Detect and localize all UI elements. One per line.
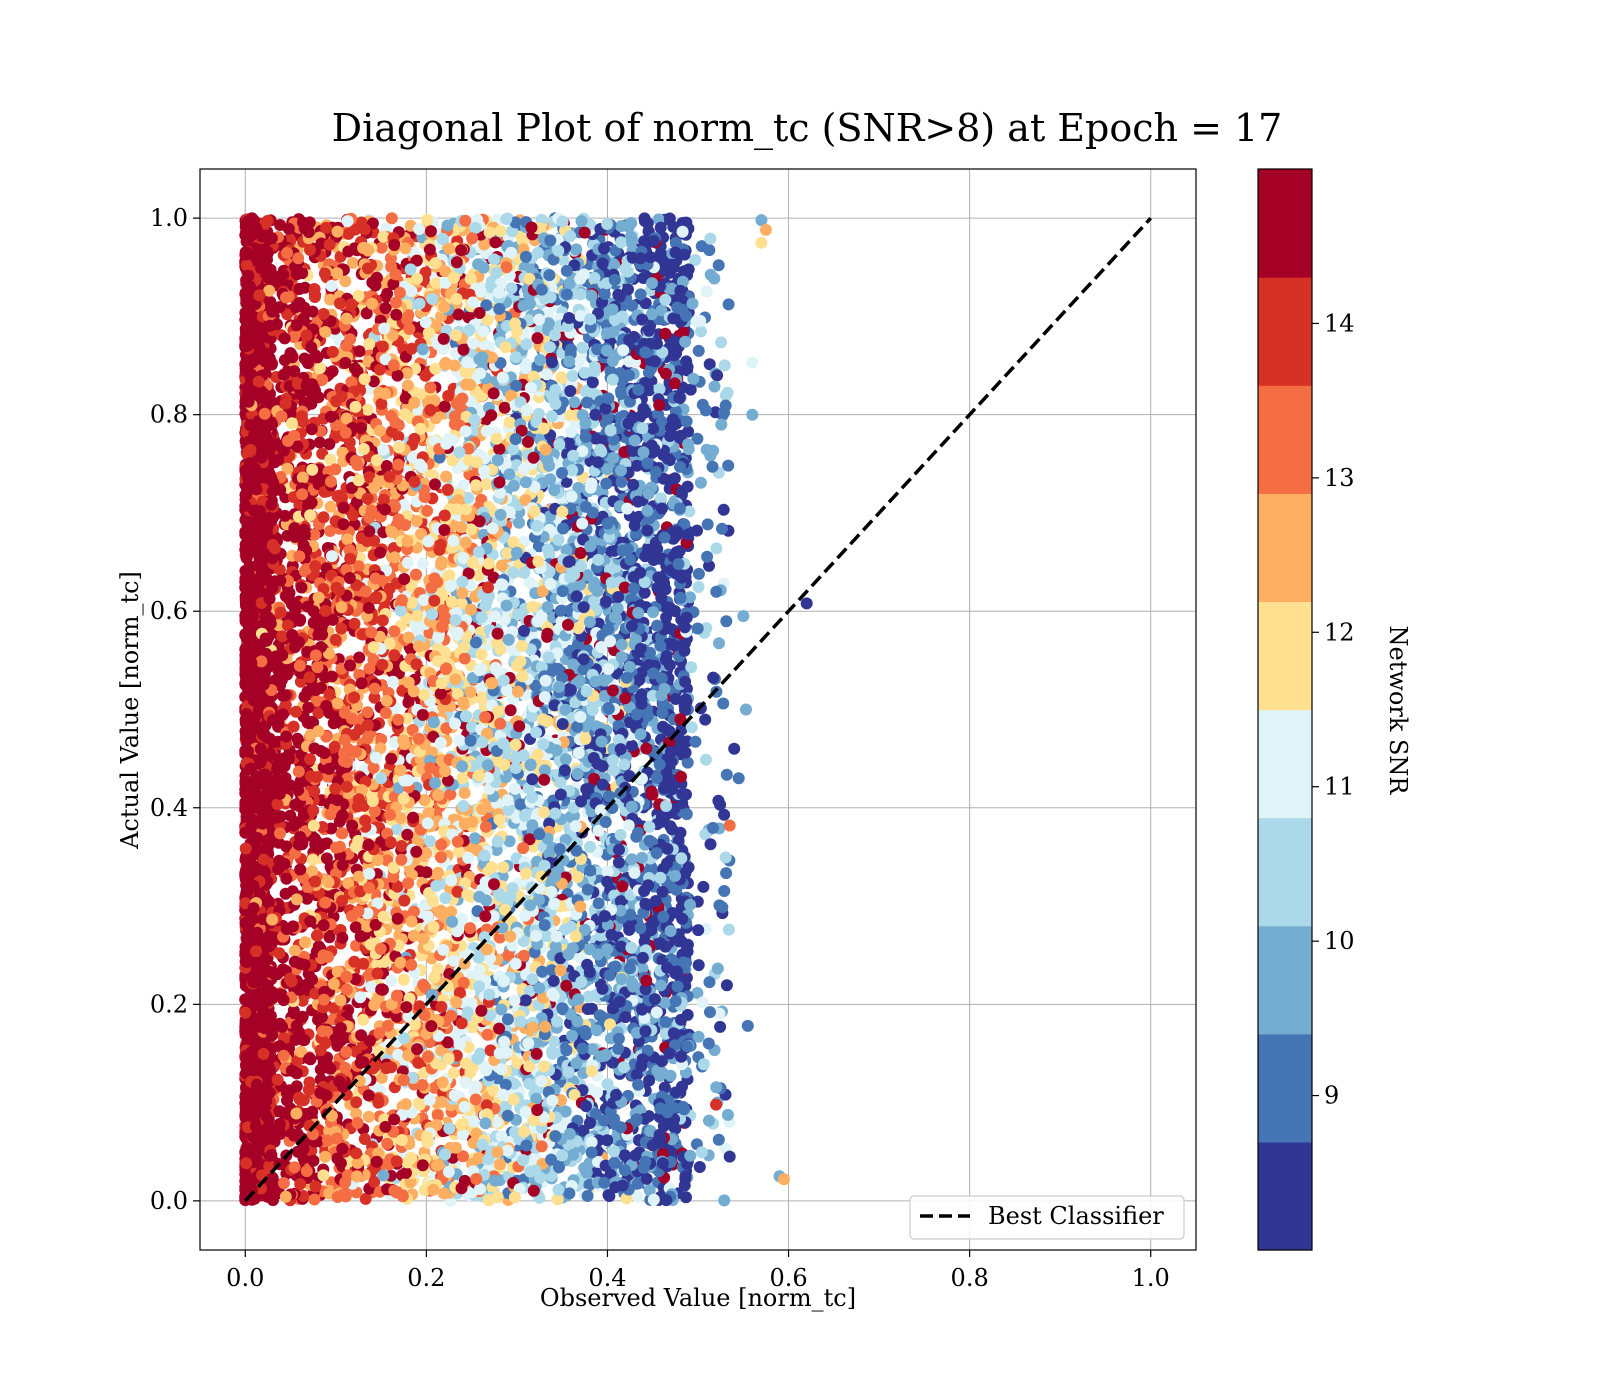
scatter-point	[390, 1010, 403, 1023]
scatter-point	[352, 870, 365, 883]
scatter-point	[296, 994, 309, 1007]
chart-title: Diagonal Plot of norm_tc (SNR>8) at Epoc…	[332, 106, 1283, 151]
scatter-point	[709, 406, 722, 419]
scatter-point	[456, 772, 469, 785]
scatter-point	[634, 288, 647, 301]
scatter-point	[390, 823, 403, 836]
scatter-point	[679, 693, 692, 706]
scatter-point	[368, 691, 381, 704]
scatter-point	[700, 285, 713, 298]
scatter-point	[458, 787, 471, 799]
plot-area: 0.0 0.2 0.4 0.6 0.8 1.0 0.00.20.40.60.81.0	[150, 168, 1197, 1292]
scatter-point	[469, 1093, 482, 1106]
scatter-point	[493, 931, 506, 944]
scatter-point	[405, 580, 418, 593]
scatter-point	[421, 504, 434, 517]
scatter-point	[346, 256, 359, 269]
scatter-point	[658, 1081, 671, 1094]
scatter-point	[324, 525, 337, 537]
scatter-point	[335, 622, 348, 635]
scatter-point	[639, 297, 652, 310]
scatter-point	[288, 944, 301, 957]
scatter-point	[699, 713, 712, 726]
scatter-point	[308, 528, 321, 541]
scatter-point	[412, 1097, 425, 1110]
scatter-point	[659, 327, 672, 340]
scatter-point	[310, 694, 323, 707]
scatter-point	[509, 782, 521, 795]
scatter-points	[239, 212, 813, 1207]
scatter-point	[488, 253, 500, 266]
scatter-point	[717, 503, 730, 516]
scatter-point	[312, 707, 325, 719]
scatter-point	[361, 706, 374, 719]
scatter-point	[659, 1016, 672, 1029]
scatter-point	[631, 1190, 644, 1203]
scatter-point	[339, 275, 352, 288]
scatter-point	[457, 800, 470, 812]
scatter-point	[375, 1071, 388, 1084]
scatter-point	[601, 865, 614, 878]
scatter-point	[568, 396, 581, 409]
scatter-point	[523, 576, 536, 589]
scatter-point	[385, 212, 398, 225]
scatter-point	[298, 352, 311, 365]
scatter-point	[513, 516, 525, 529]
scatter-point	[695, 325, 707, 338]
scatter-point	[674, 429, 687, 442]
scatter-point	[323, 438, 336, 451]
scatter-point	[503, 416, 516, 429]
scatter-point	[720, 867, 733, 880]
scatter-point	[327, 717, 340, 730]
scatter-point	[644, 1125, 657, 1137]
scatter-point	[305, 715, 318, 728]
scatter-point	[290, 705, 303, 718]
scatter-point	[468, 424, 481, 436]
scatter-point	[381, 287, 394, 300]
scatter-point	[401, 367, 413, 380]
scatter-point	[560, 475, 573, 488]
scatter-point	[682, 861, 695, 874]
scatter-point	[685, 661, 698, 674]
scatter-point	[331, 965, 344, 978]
scatter-point	[452, 308, 465, 321]
scatter-point	[496, 559, 508, 572]
scatter-point	[502, 949, 515, 962]
scatter-point	[389, 560, 401, 572]
scatter-point	[542, 308, 554, 321]
scatter-point	[359, 1192, 372, 1205]
scatter-point	[350, 1107, 363, 1120]
scatter-point	[722, 923, 735, 936]
scatter-point	[306, 973, 318, 986]
scatter-point	[381, 1137, 394, 1150]
scatter-point	[691, 987, 704, 999]
scatter-point	[494, 486, 507, 499]
